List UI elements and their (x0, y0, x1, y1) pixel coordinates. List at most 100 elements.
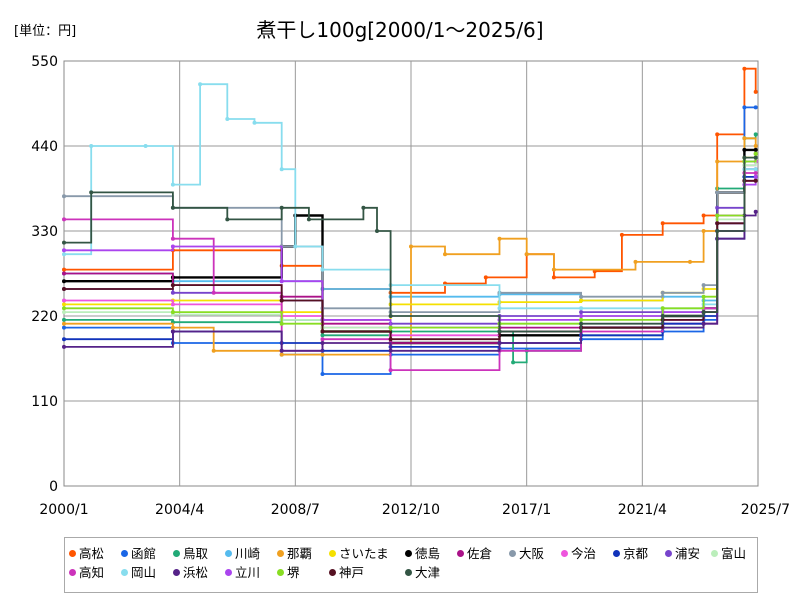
data-point (170, 310, 175, 315)
legend: 高松 函館 鳥取 川崎 那覇 さいたま 徳島 佐倉 大阪 今治 京都 浦安 富山 高知 岡山 浜松 立川 堺 神戸 大… (64, 537, 758, 593)
data-point (62, 217, 66, 222)
legend-item: 高知 (69, 564, 104, 582)
data-point (320, 337, 325, 342)
data-point (742, 147, 747, 152)
data-point (62, 310, 66, 315)
legend-item: 大阪 (509, 545, 544, 563)
legend-label: 佐倉 (467, 546, 493, 561)
data-point (279, 348, 284, 353)
data-point (551, 267, 556, 272)
legend-marker (405, 569, 412, 576)
legend-item: 堺 (277, 564, 300, 582)
legend-item: 神戸 (329, 564, 364, 582)
data-point (62, 325, 66, 330)
data-point (753, 147, 758, 152)
data-point (361, 205, 366, 210)
data-point (170, 236, 175, 241)
legend-label: 堺 (287, 565, 300, 580)
legend-label: 大阪 (519, 546, 545, 561)
data-point (483, 275, 488, 280)
legend-marker (329, 550, 336, 557)
data-point (225, 217, 230, 222)
x-tick-label: 2004/4 (155, 502, 204, 518)
legend-label: 大津 (415, 565, 441, 580)
legend-marker (173, 550, 180, 557)
y-tick-label: 440 (31, 139, 58, 155)
data-point (701, 321, 706, 326)
data-point (62, 194, 66, 199)
data-point (62, 252, 66, 257)
data-point (753, 155, 758, 160)
legend-item: 那覇 (277, 545, 312, 563)
data-point (388, 368, 393, 373)
data-point (62, 267, 66, 272)
data-point (497, 236, 502, 241)
data-point (170, 290, 175, 295)
data-point (715, 213, 720, 218)
series-line-浜松 (64, 211, 757, 352)
series-lines (62, 66, 758, 376)
data-point (279, 205, 284, 210)
data-point (753, 132, 758, 137)
data-point (62, 271, 66, 276)
data-point (320, 329, 325, 334)
data-point (715, 190, 720, 195)
data-point (443, 252, 447, 257)
legend-item: 函館 (121, 545, 156, 563)
series-line-大津 (64, 156, 756, 333)
data-point (225, 117, 230, 121)
data-point (753, 171, 758, 175)
legend-marker (457, 550, 464, 557)
data-point (279, 352, 284, 357)
data-point (279, 167, 284, 172)
data-point (753, 178, 758, 183)
data-point (619, 232, 624, 237)
legend-item: 今治 (561, 545, 596, 563)
data-point (660, 314, 665, 318)
data-point (753, 167, 758, 172)
data-point (279, 321, 284, 326)
data-point (62, 279, 66, 284)
data-point (293, 244, 298, 249)
legend-item: さいたま (329, 545, 389, 563)
legend-marker (277, 550, 284, 557)
data-point (320, 352, 325, 357)
data-point (579, 294, 584, 299)
data-point (143, 144, 148, 148)
data-point (742, 136, 747, 141)
legend-item: 岡山 (121, 564, 156, 582)
data-point (170, 182, 175, 187)
x-tick-label: 2000/1 (39, 502, 88, 518)
data-point (252, 120, 257, 125)
data-point (753, 105, 758, 110)
data-point (660, 306, 665, 311)
legend-label: 浜松 (183, 565, 209, 580)
data-point (742, 105, 747, 110)
data-point (320, 267, 325, 272)
data-point (511, 360, 516, 365)
legend-marker (121, 550, 128, 557)
data-point (170, 283, 175, 288)
legend-item: 立川 (225, 564, 260, 582)
data-point (279, 279, 284, 284)
x-tick-label: 2017/1 (502, 502, 551, 518)
data-point (753, 174, 758, 179)
data-point (375, 229, 379, 233)
data-point (62, 321, 66, 326)
legend-marker (225, 569, 232, 576)
data-point (701, 310, 706, 315)
data-point (701, 229, 706, 233)
data-point (633, 259, 638, 264)
data-point (170, 244, 175, 249)
legend-item: 徳島 (405, 545, 440, 563)
data-point (62, 248, 66, 253)
data-point (89, 190, 94, 195)
data-point (753, 209, 758, 214)
legend-marker (225, 550, 232, 557)
data-point (170, 205, 175, 210)
data-point (660, 290, 665, 295)
data-point (497, 329, 502, 334)
legend-label: 立川 (235, 565, 261, 580)
legend-label: 岡山 (131, 565, 157, 580)
